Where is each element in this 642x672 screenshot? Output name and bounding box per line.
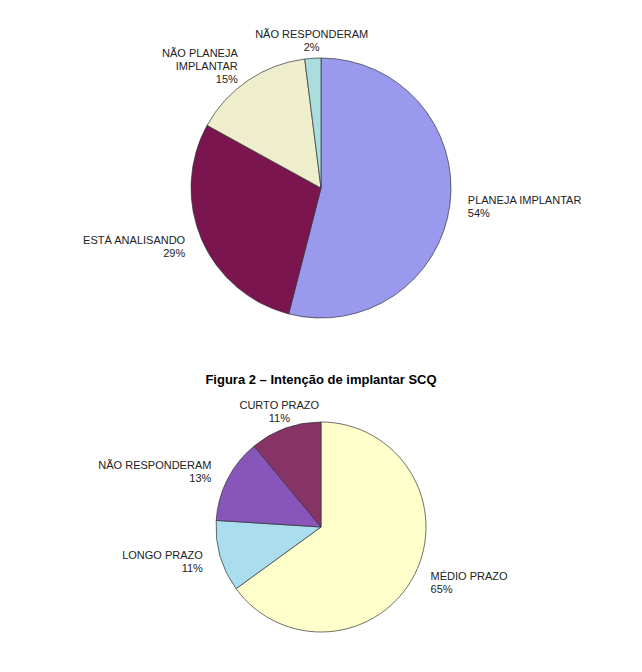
svg-text:MÉDIO PRAZO65%: MÉDIO PRAZO65% <box>431 570 508 595</box>
svg-text:CURTO PRAZO11%: CURTO PRAZO11% <box>239 399 319 424</box>
html-text:Figura 2 – Intenção de implant: Figura 2 – Intenção de implantar SCQ <box>205 372 437 387</box>
svg-text:LONGO PRAZO11%: LONGO PRAZO11% <box>122 549 203 574</box>
svg-text:ESTÁ ANALISANDO29%: ESTÁ ANALISANDO29% <box>83 234 186 259</box>
svg-text:NÃO RESPONDERAM13%: NÃO RESPONDERAM13% <box>98 459 211 484</box>
svg-text:NÃO PLANEJAIMPLANTAR15%: NÃO PLANEJAIMPLANTAR15% <box>162 47 238 85</box>
svg-text:NÃO RESPONDERAM2%: NÃO RESPONDERAM2% <box>255 28 368 53</box>
svg-text:PLANEJA IMPLANTAR54%: PLANEJA IMPLANTAR54% <box>468 194 582 219</box>
